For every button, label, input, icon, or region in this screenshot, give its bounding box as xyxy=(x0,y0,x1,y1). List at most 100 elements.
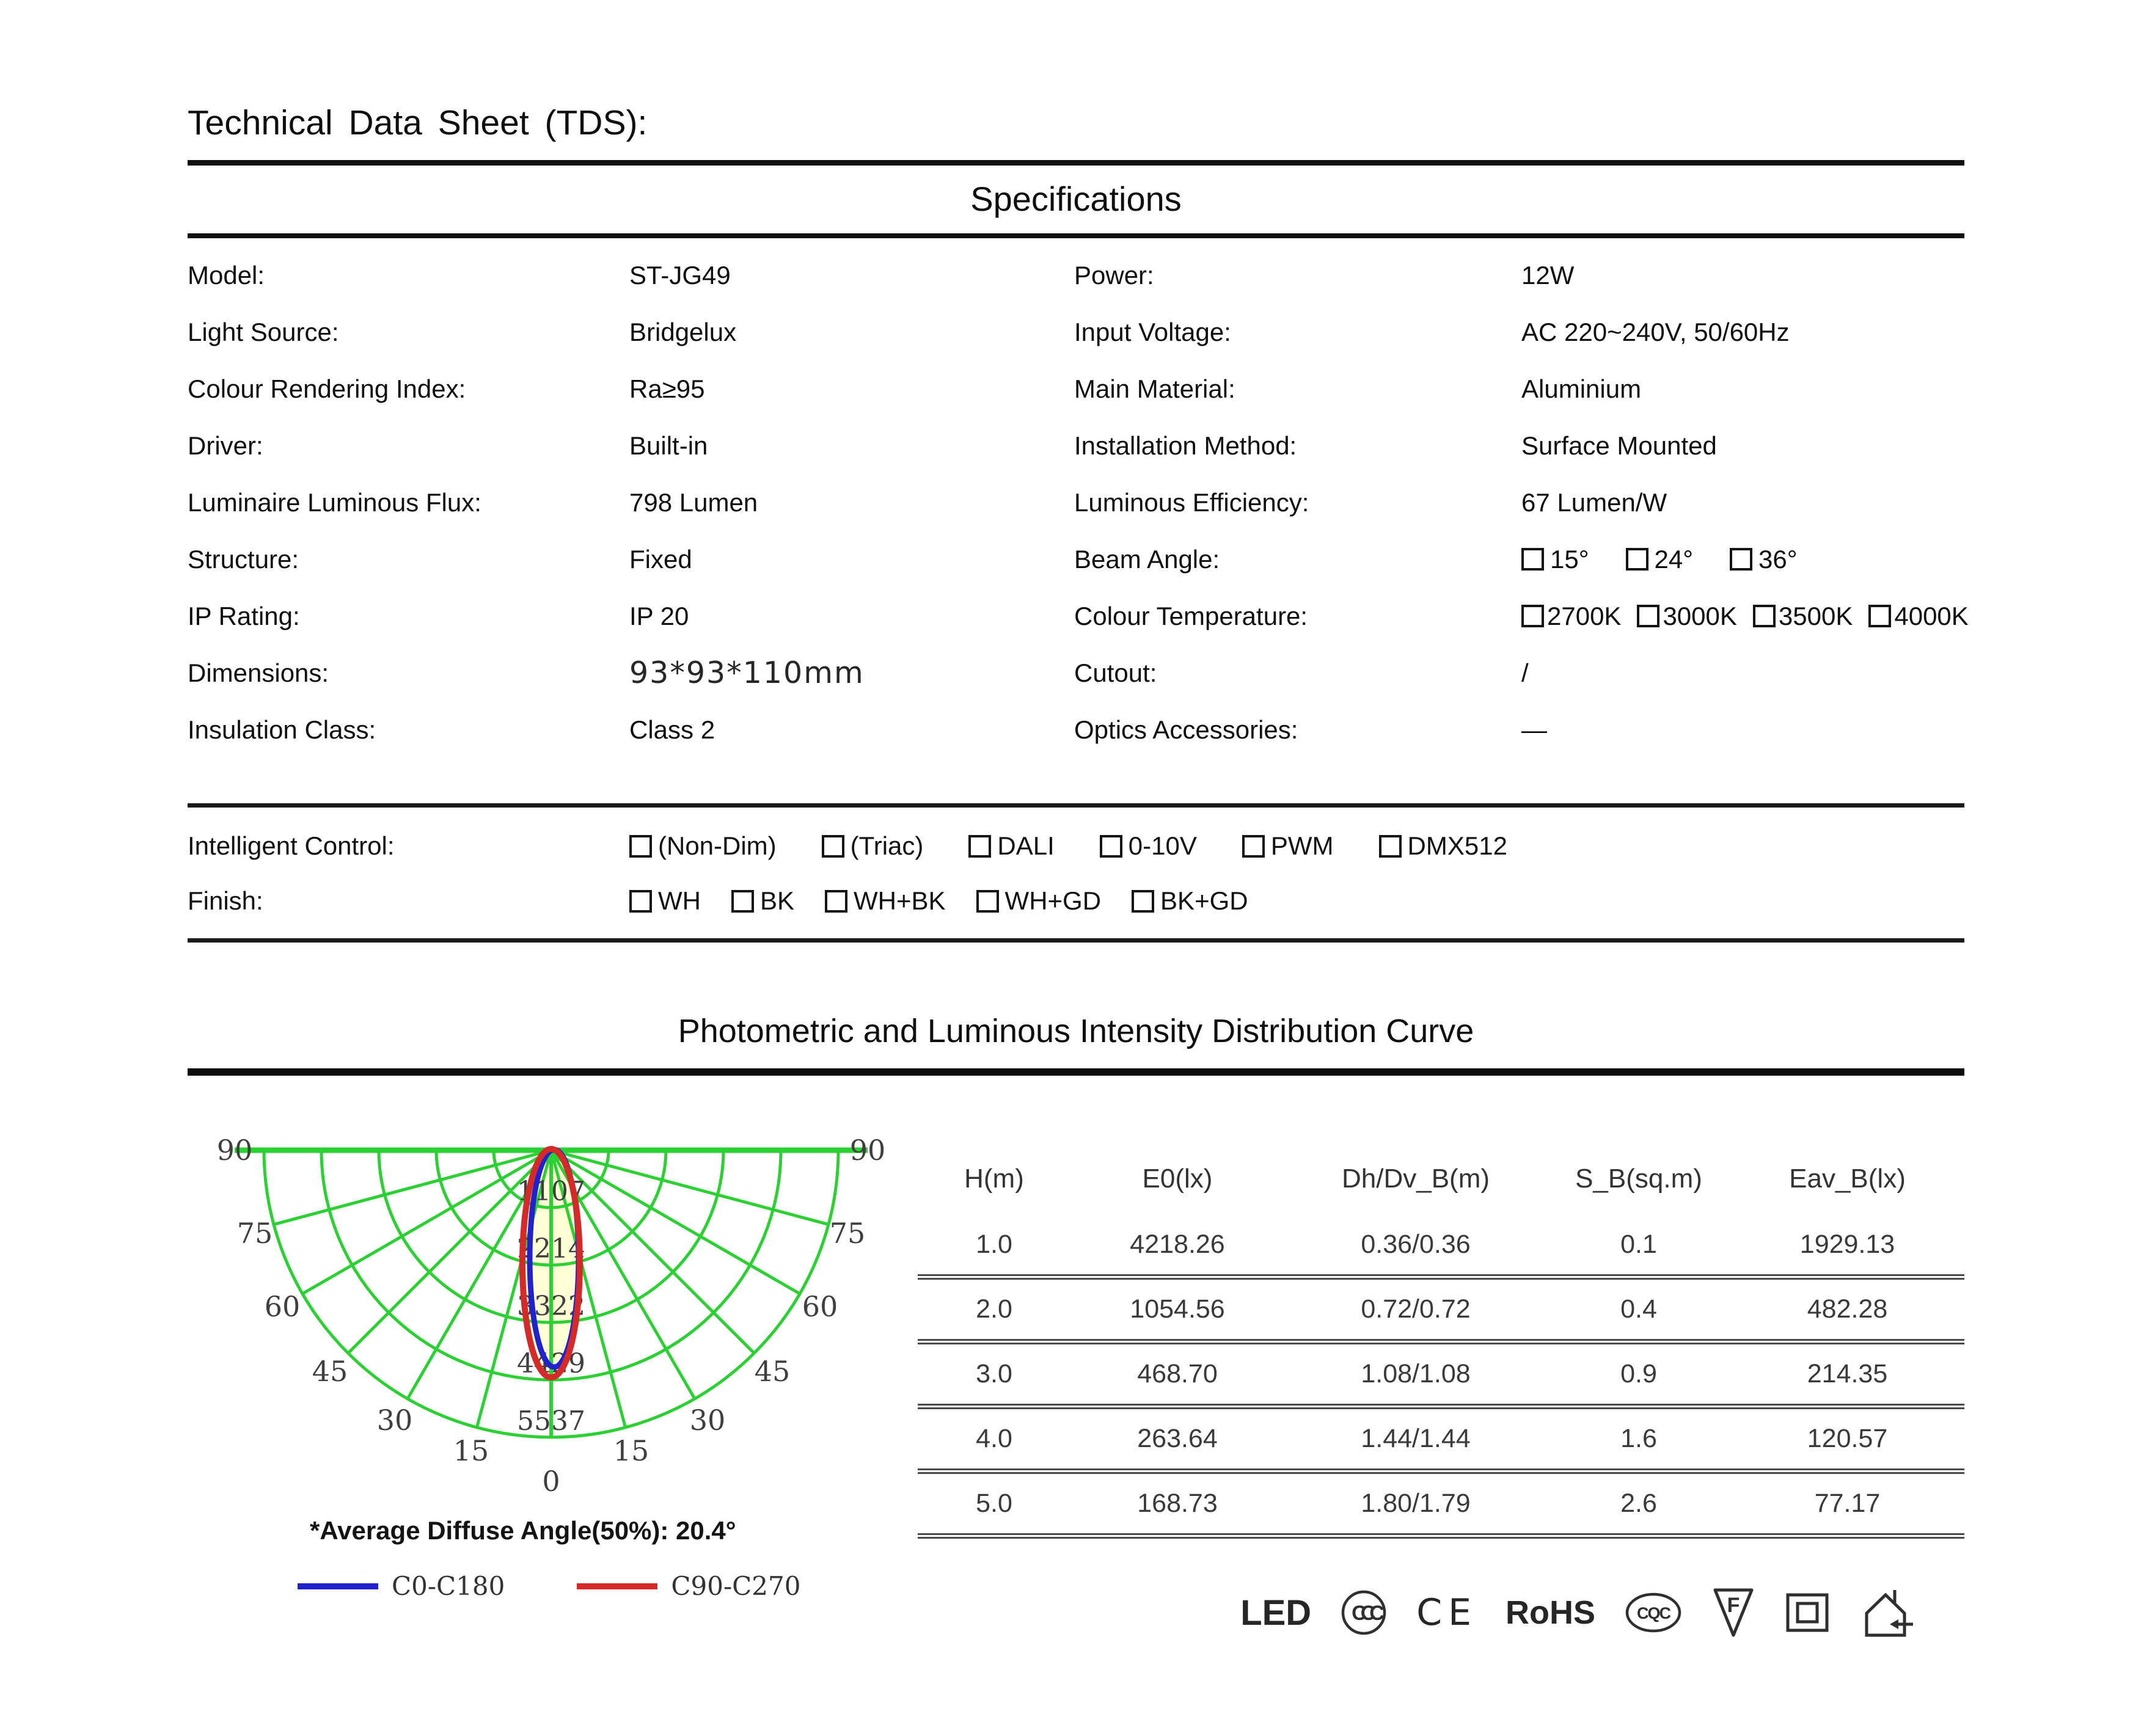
spec-value: Bridgelux xyxy=(629,317,737,346)
finish-option[interactable]: WH+GD xyxy=(976,886,1101,916)
table-cell: 1.08/1.08 xyxy=(1361,1359,1471,1388)
intelligent-control-option[interactable]: (Triac) xyxy=(821,831,924,861)
checkbox-unchecked[interactable] xyxy=(1730,548,1753,571)
table-cell: 214.35 xyxy=(1807,1359,1888,1388)
spec-value: — xyxy=(1521,715,1547,744)
colour-temperature-option[interactable]: 3000K xyxy=(1637,602,1737,631)
spec-value: Built-in xyxy=(629,431,708,460)
finish-option[interactable]: BK+GD xyxy=(1132,886,1248,916)
spec-value: IP 20 xyxy=(629,601,689,630)
spec-label: Input Voltage: xyxy=(1074,317,1231,346)
table-row: 4.0 263.64 1.44/1.44 1.6 120.57 xyxy=(918,1409,1964,1474)
checkbox-unchecked[interactable] xyxy=(1637,605,1660,627)
cqc-mark-icon: CQC xyxy=(1625,1592,1681,1633)
checkbox-unchecked[interactable] xyxy=(731,889,754,913)
spec-label: Insulation Class: xyxy=(188,715,376,744)
table-header-cell: Dh/Dv_B(m) xyxy=(1341,1164,1490,1194)
checkbox-unchecked[interactable] xyxy=(1378,834,1402,858)
checkbox-unchecked[interactable] xyxy=(968,834,992,858)
spec-value: 12W xyxy=(1521,260,1575,290)
beam-angle-option[interactable]: 24° xyxy=(1625,545,1693,574)
class-ii-double-square-icon xyxy=(1786,1593,1829,1632)
angle-label-left: 45 xyxy=(312,1355,348,1388)
intelligent-control-option[interactable]: (Non-Dim) xyxy=(629,831,777,861)
divider xyxy=(188,1068,1964,1076)
checkbox-unchecked[interactable] xyxy=(1242,834,1265,858)
table-cell: 4218.26 xyxy=(1130,1230,1225,1259)
spec-value: Ra≥95 xyxy=(629,374,705,403)
led-mark: LED xyxy=(1240,1592,1312,1633)
table-cell: 468.70 xyxy=(1137,1359,1218,1388)
spec-value-dimensions: 93*93*110mm xyxy=(629,655,865,690)
divider xyxy=(188,803,1964,808)
table-cell: 0.72/0.72 xyxy=(1361,1294,1471,1324)
finish-option[interactable]: WH+BK xyxy=(825,886,946,916)
angle-label-zero: 0 xyxy=(542,1465,560,1498)
spec-value: 798 Lumen xyxy=(629,487,758,517)
table-header-cell: H(m) xyxy=(964,1164,1024,1194)
spec-value: Fixed xyxy=(629,544,692,574)
divider xyxy=(188,938,1964,943)
checkbox-unchecked[interactable] xyxy=(1132,889,1155,913)
beam-angle-option[interactable]: 15° xyxy=(1521,545,1589,574)
spec-label: Optics Accessories: xyxy=(1074,715,1298,744)
angle-tick-labels: 90 90 75 75 60 60 45 45 30 30 15 15 0 xyxy=(217,1134,886,1498)
spec-label: Luminous Efficiency: xyxy=(1074,487,1309,517)
table-cell: 0.1 xyxy=(1620,1230,1657,1259)
beam-angle-option-label: 36° xyxy=(1758,544,1798,574)
checkbox-unchecked[interactable] xyxy=(821,834,844,858)
colour-temperature-option[interactable]: 4000K xyxy=(1868,602,1969,631)
table-cell: 5.0 xyxy=(976,1489,1012,1518)
intelligent-control-option[interactable]: 0-10V xyxy=(1099,831,1197,861)
checkbox-unchecked[interactable] xyxy=(1521,605,1544,627)
colour-temperature-option[interactable]: 3500K xyxy=(1752,602,1853,631)
checkbox-unchecked[interactable] xyxy=(1521,548,1544,571)
checkbox-unchecked[interactable] xyxy=(629,889,652,913)
intelligent-control-option-label: 0-10V xyxy=(1128,831,1197,860)
intelligent-control-option-label: (Non-Dim) xyxy=(658,831,777,860)
spec-value: Surface Mounted xyxy=(1521,431,1717,460)
spec-label: Colour Rendering Index: xyxy=(188,374,466,403)
intelligent-control-option-label: (Triac) xyxy=(850,831,924,860)
legend-line-blue-icon xyxy=(298,1583,378,1589)
intelligent-control-option[interactable]: DMX512 xyxy=(1378,831,1507,861)
spec-value: / xyxy=(1521,658,1529,687)
beam-angle-option[interactable]: 36° xyxy=(1730,545,1798,574)
photometric-heading: Photometric and Luminous Intensity Distr… xyxy=(678,1013,1474,1049)
table-cell: 0.9 xyxy=(1620,1359,1657,1388)
spec-value: Class 2 xyxy=(629,715,715,744)
checkbox-unchecked[interactable] xyxy=(629,834,652,858)
spec-value: AC 220~240V, 50/60Hz xyxy=(1521,317,1790,346)
checkbox-unchecked[interactable] xyxy=(976,889,999,913)
legend-label: C90-C270 xyxy=(671,1571,801,1601)
angle-label-right: 15 xyxy=(613,1434,649,1467)
svg-text:F: F xyxy=(1727,1594,1740,1617)
checkbox-unchecked[interactable] xyxy=(1752,605,1776,627)
page-title: Technical Data Sheet (TDS): xyxy=(188,103,648,142)
angle-label-left: 90 xyxy=(217,1134,253,1167)
angle-label-left: 75 xyxy=(237,1217,273,1250)
table-cell: 482.28 xyxy=(1807,1294,1888,1324)
intelligent-control-option[interactable]: PWM xyxy=(1242,831,1334,861)
checkbox-unchecked[interactable] xyxy=(1868,605,1892,627)
checkbox-unchecked[interactable] xyxy=(1099,834,1122,858)
ccc-mark-icon: CCC xyxy=(1341,1590,1388,1635)
finish-option[interactable]: WH xyxy=(629,886,701,916)
intelligent-control-option-label: DALI xyxy=(997,831,1055,860)
spec-label: Dimensions: xyxy=(188,658,329,687)
colour-temperature-option-label: 2700K xyxy=(1547,601,1622,630)
table-cell: 0.4 xyxy=(1620,1294,1657,1324)
intelligent-control-option[interactable]: DALI xyxy=(968,831,1055,861)
checkbox-unchecked[interactable] xyxy=(825,889,848,913)
illuminance-table: H(m) E0(lx) Dh/Dv_B(m) S_B(sq.m) Eav_B(l… xyxy=(912,1107,1964,1639)
angle-label-right: 75 xyxy=(830,1217,866,1250)
intelligent-control-label: Intelligent Control: xyxy=(188,831,395,860)
spec-label: Cutout: xyxy=(1074,658,1157,687)
spec-label: Driver: xyxy=(188,431,263,460)
spec-label: Light Source: xyxy=(188,317,339,346)
finish-option[interactable]: BK xyxy=(731,886,794,916)
checkbox-unchecked[interactable] xyxy=(1625,548,1648,571)
colour-temperature-option[interactable]: 2700K xyxy=(1521,602,1621,631)
spec-label: Luminaire Luminous Flux: xyxy=(188,487,481,517)
angle-label-right: 90 xyxy=(850,1134,886,1167)
